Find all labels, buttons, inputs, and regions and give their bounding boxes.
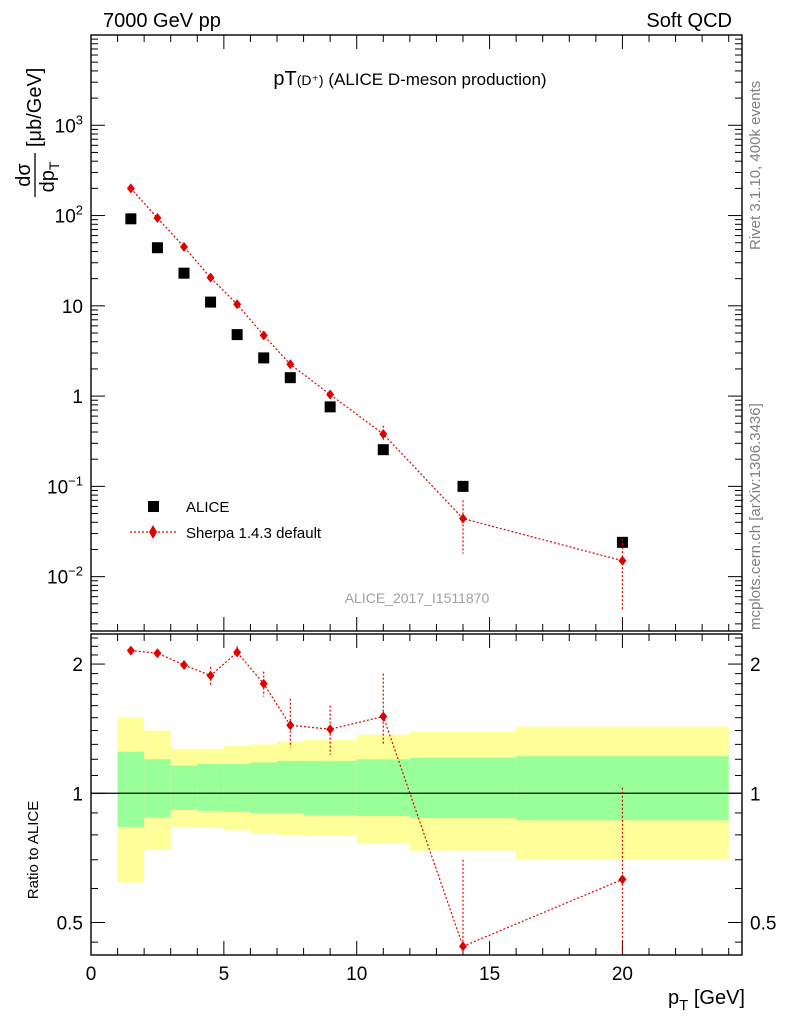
band-inner-bin xyxy=(409,757,517,819)
band-inner-bin xyxy=(144,759,171,818)
y-tick-label: 10 xyxy=(62,297,83,318)
alice-data-point xyxy=(284,372,296,384)
sherpa-point xyxy=(233,299,242,310)
sherpa-point xyxy=(618,555,627,566)
alice-data-point xyxy=(205,296,217,308)
lower-axis-ticks: 0 5 10 15 20 0.5 0.5 1 1 2 2 xyxy=(57,634,776,985)
legend: ALICE Sherpa 1.4.3 default xyxy=(130,499,322,542)
y-axis-label: dσ dpT [μb/GeV] xyxy=(13,68,62,197)
sherpa-point xyxy=(286,359,295,370)
x-tick-label: 0 xyxy=(86,964,97,985)
y-tick-label: 1 xyxy=(72,387,83,408)
sherpa-ratio-point xyxy=(326,724,335,735)
band-inner-bin xyxy=(356,759,410,817)
plot-title: pT(D⁺) (ALICE D-meson production) xyxy=(273,68,546,90)
x-axis-label: pT [GeV] xyxy=(668,987,745,1014)
sherpa-ratio-point xyxy=(618,874,627,885)
alice-data-point xyxy=(377,444,389,456)
x-tick-label: 5 xyxy=(219,964,230,985)
band-inner-bin xyxy=(170,765,198,810)
band-inner-bin xyxy=(250,762,277,813)
y-tick-label: 103 xyxy=(55,112,83,137)
legend-label-sherpa: Sherpa 1.4.3 default xyxy=(186,525,322,542)
sherpa-ratio-point xyxy=(153,648,162,659)
sherpa-point xyxy=(459,513,467,524)
y-tick-label: 10−2 xyxy=(47,564,83,589)
y-axis-label-denominator: dpT xyxy=(37,161,62,192)
upper-axis-ticks: 10−2 10−1 1 10 102 103 xyxy=(47,34,742,631)
upper-panel-frame xyxy=(90,34,743,632)
band-inner-bin xyxy=(223,764,251,812)
mcplots-label: mcplots.cern.ch [arXiv:1306.3436] xyxy=(747,403,764,630)
sherpa-point xyxy=(206,272,215,283)
uncertainty-bands xyxy=(117,717,729,883)
ratio-y-tick-label-left: 2 xyxy=(72,655,83,676)
ratio-y-tick-label-right: 1 xyxy=(750,784,761,805)
rivet-label: Rivet 3.1.10, 400k events xyxy=(747,81,764,250)
sherpa-ratio-point xyxy=(379,711,388,722)
ratio-y-tick-label-left: 1 xyxy=(72,784,83,805)
ratio-y-tick-label-left: 0.5 xyxy=(57,913,83,934)
sherpa-point xyxy=(126,183,135,194)
band-inner-bin xyxy=(117,751,145,827)
alice-data-point xyxy=(258,352,270,364)
legend-label-alice: ALICE xyxy=(186,499,229,516)
alice-data-point xyxy=(231,329,243,341)
x-tick-label: 15 xyxy=(479,964,500,985)
legend-marker-sherpa xyxy=(149,525,157,539)
sherpa-ratio-point xyxy=(126,645,135,656)
sherpa-point xyxy=(259,330,268,341)
y-axis-label-numerator: dσ xyxy=(13,163,35,187)
alice-data-point xyxy=(125,213,137,225)
legend-marker-alice xyxy=(148,501,159,512)
y-tick-label: 102 xyxy=(55,203,83,228)
lower-data-marks xyxy=(126,645,627,955)
sherpa-point xyxy=(153,212,162,223)
sherpa-ratio-point xyxy=(233,647,242,658)
alice-data-point xyxy=(324,401,336,413)
upper-data-marks xyxy=(125,183,628,610)
ratio-axis-label: Ratio to ALICE xyxy=(25,801,42,899)
alice-data-point xyxy=(178,267,190,279)
sherpa-point xyxy=(379,429,388,440)
y-axis-label-unit: [μb/GeV] xyxy=(24,68,46,147)
band-inner-bin xyxy=(277,760,304,813)
band-inner-bin xyxy=(303,760,357,816)
sherpa-ratio-point xyxy=(180,659,188,670)
sherpa-ratio-point xyxy=(286,720,295,731)
analysis-watermark: ALICE_2017_I1511870 xyxy=(345,590,490,606)
alice-data-point xyxy=(616,536,628,548)
x-tick-label: 10 xyxy=(346,964,367,985)
x-tick-label: 20 xyxy=(612,964,633,985)
sherpa-point xyxy=(326,389,335,400)
sherpa-point xyxy=(180,241,188,252)
sherpa-ratio-point xyxy=(459,941,467,952)
lower-panel-frame xyxy=(90,633,743,956)
sherpa-series-line xyxy=(130,187,623,562)
ratio-y-tick-label-right: 2 xyxy=(750,655,761,676)
alice-data-point xyxy=(151,242,163,254)
band-inner-bin xyxy=(197,764,224,811)
header-left: 7000 GeV pp xyxy=(103,10,221,32)
header-right: Soft QCD xyxy=(646,10,732,32)
ratio-y-tick-label-right: 0.5 xyxy=(750,913,776,934)
y-tick-label: 10−1 xyxy=(47,473,83,498)
sherpa-ratio-point xyxy=(206,670,215,681)
sherpa-ratio-point xyxy=(259,678,268,689)
alice-data-point xyxy=(457,480,469,492)
